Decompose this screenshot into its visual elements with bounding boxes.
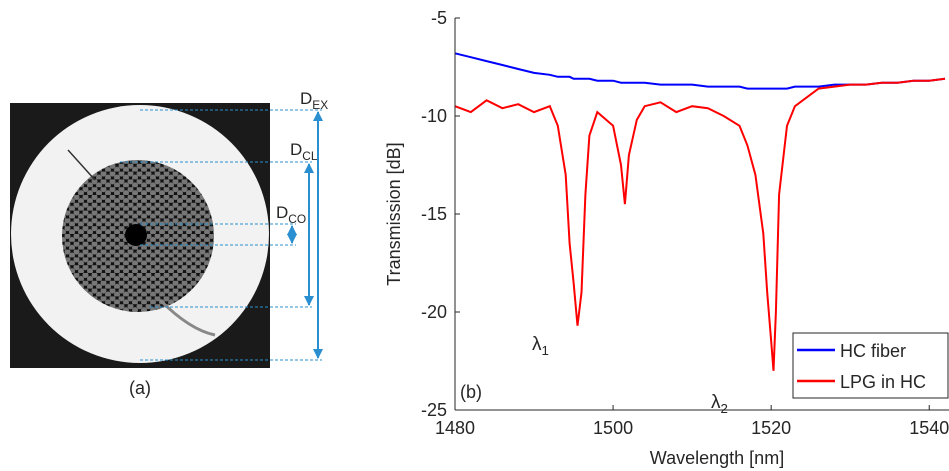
y-axis-label: Transmission [dB] xyxy=(384,142,404,285)
dimension-label-main: D xyxy=(300,89,312,108)
y-tick-label: -5 xyxy=(431,8,447,28)
x-tick-label: 1540 xyxy=(909,418,949,438)
dimension-label: DCL xyxy=(290,140,318,163)
legend-box xyxy=(792,332,949,399)
annotation-sub: 1 xyxy=(542,343,549,358)
dimension-label: DCO xyxy=(276,203,306,226)
panel-label: (a) xyxy=(129,378,151,398)
dimension-label: DEX xyxy=(300,89,328,112)
annotation-main: λ xyxy=(532,334,542,355)
legend: HC fiber LPG in HC xyxy=(792,332,949,399)
annotation: λ2 xyxy=(711,392,728,416)
y-tick-label: -20 xyxy=(421,302,447,322)
y-tick-label: -25 xyxy=(421,400,447,420)
dimension-label-sub: CL xyxy=(302,149,318,163)
annotation: λ1 xyxy=(532,334,549,358)
legend-label: HC fiber xyxy=(840,341,906,361)
dimension-label-main: D xyxy=(276,203,288,222)
y-tick-label: -15 xyxy=(421,204,447,224)
panel-label: (b) xyxy=(460,382,482,402)
dimension-label-sub: CO xyxy=(288,212,306,226)
data-line xyxy=(454,77,946,371)
data-line xyxy=(454,52,946,90)
dimension-label-sub: EX xyxy=(312,98,328,112)
y-tick-label: -10 xyxy=(421,106,447,126)
annotation-sub: 2 xyxy=(721,401,728,416)
dimension-label-main: D xyxy=(290,140,302,159)
legend-label: LPG in HC xyxy=(840,372,926,392)
x-axis-label: Wavelength [nm] xyxy=(650,448,784,468)
dimension-lines xyxy=(120,109,323,361)
x-tick-label: 1520 xyxy=(751,418,791,438)
x-tick-label: 1500 xyxy=(593,418,633,438)
x-tick-label: 1480 xyxy=(435,418,475,438)
fiber-image xyxy=(10,103,270,368)
annotation-main: λ xyxy=(711,392,721,413)
